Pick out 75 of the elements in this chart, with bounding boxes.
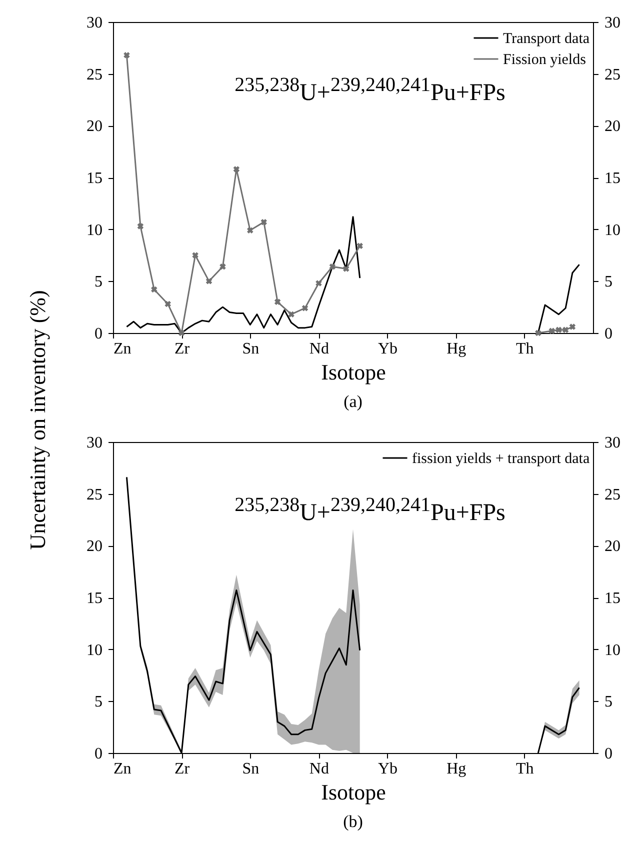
y2-tick-label: 20 (604, 118, 620, 136)
point (274, 298, 281, 306)
x-tick-label: Yb (378, 760, 398, 778)
y2-tick-label: 25 (604, 486, 620, 504)
point (569, 324, 576, 330)
x-tick-label: Yb (378, 340, 398, 358)
y2-tick-label: 10 (604, 222, 620, 239)
x-tick-label: Hg (446, 340, 466, 358)
y2-tick-label: 20 (604, 538, 620, 556)
point (220, 264, 226, 270)
point (562, 326, 569, 334)
point (178, 330, 185, 336)
point (164, 300, 171, 308)
point (137, 223, 144, 230)
x-axis-title: Isotope (321, 360, 386, 384)
point (233, 166, 240, 172)
y-tick-label: 10 (86, 642, 102, 659)
annotation: $^{235,238}$U+$^{239,240,241}$Pu+FPs (234, 74, 506, 107)
annotation: $^{235,238}$U+$^{239,240,241}$Pu+FPs (234, 494, 506, 527)
y-tick-label: 20 (86, 118, 102, 136)
point (356, 242, 363, 250)
point (329, 264, 336, 270)
y-tick-label: 20 (86, 538, 102, 556)
point (288, 311, 294, 318)
point (548, 328, 555, 334)
text: (a) (344, 392, 362, 412)
legend-label: Transport data (503, 31, 590, 47)
y-axis-title: Uncertainty on inventory (%) (25, 290, 51, 550)
x-tick-label: Sn (242, 760, 260, 778)
y2-tick-label: 10 (604, 642, 620, 659)
point (316, 280, 322, 286)
point (151, 286, 158, 293)
y2-tick-label: 15 (604, 170, 620, 187)
point (556, 326, 562, 334)
point (260, 218, 267, 226)
y2-tick-label: 30 (604, 434, 620, 452)
y2-tick-label: 15 (604, 590, 620, 607)
x-tick-label: Th (516, 760, 534, 778)
point (247, 227, 254, 234)
legend-label: fission yields + transport data (412, 451, 590, 467)
y2-tick-label: 25 (604, 66, 620, 84)
text: (b) (343, 812, 363, 832)
point (206, 278, 212, 284)
y-tick-label: 10 (86, 222, 102, 239)
point (124, 52, 130, 58)
y-tick-label: 5 (94, 694, 102, 711)
y-tick-label: 15 (86, 170, 102, 187)
y2-tick-label: 0 (604, 746, 612, 762)
x-tick-label: Zr (174, 760, 190, 778)
legend-label: Fission yields (503, 52, 586, 68)
y-tick-label: 5 (94, 274, 102, 291)
x-tick-label: Zn (114, 760, 132, 778)
x-tick-label: Zn (114, 340, 132, 358)
y2-tick-label: 30 (604, 14, 620, 32)
y-tick-label: 25 (86, 66, 102, 84)
x-tick-label: Th (516, 340, 534, 358)
x-tick-label: Sn (242, 340, 260, 358)
x-tick-label: Zr (174, 340, 190, 358)
y-tick-label: 15 (86, 590, 102, 607)
x-axis-title: Isotope (321, 780, 386, 804)
x-tick-label: Nd (309, 760, 329, 778)
y-tick-label: 30 (86, 14, 102, 32)
point (535, 330, 542, 336)
x-tick-label: Hg (446, 760, 466, 778)
y2-tick-label: 5 (604, 694, 612, 711)
point (343, 266, 350, 272)
y-tick-label: 0 (94, 746, 102, 762)
x-tick-label: Nd (309, 340, 329, 358)
y-tick-label: 0 (94, 326, 102, 342)
y2-tick-label: 0 (604, 326, 612, 342)
y-tick-label: 25 (86, 486, 102, 504)
point (192, 252, 198, 258)
point (302, 304, 308, 312)
y2-tick-label: 5 (604, 274, 612, 291)
y-tick-label: 30 (86, 434, 102, 452)
